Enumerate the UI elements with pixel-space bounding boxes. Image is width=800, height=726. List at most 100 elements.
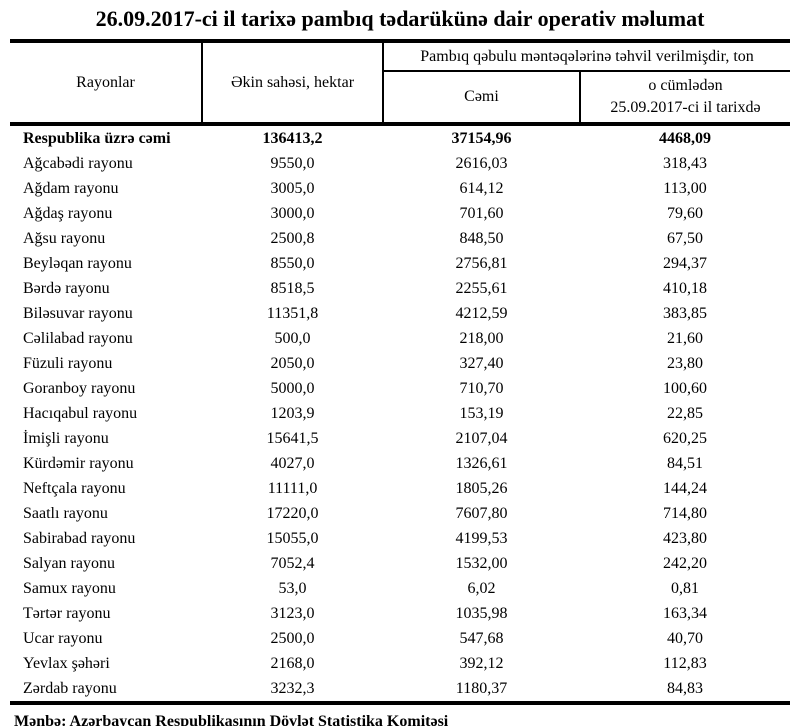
including-cell: 294,37 <box>663 254 707 272</box>
table-row: Ağdaş rayonu 3000,0 701,60 79,60 <box>10 201 790 226</box>
page-title: 26.09.2017-ci il tarixə pambıq tədarükün… <box>95 6 705 31</box>
area-cell: 9550,0 <box>270 154 315 172</box>
source-note: Mənbə: Azərbaycan Respublikasının Dövlət… <box>14 713 449 726</box>
table-row: Samux rayonu 53,0 6,02 0,81 <box>10 576 790 601</box>
area-cell: 7052,4 <box>270 554 315 572</box>
table-row: Tərtər rayonu 3123,0 1035,98 163,34 <box>10 601 790 626</box>
total-cell: 1035,98 <box>455 604 508 622</box>
region-cell: Respublika üzrə cəmi <box>23 129 171 147</box>
area-cell: 5000,0 <box>270 379 315 397</box>
total-cell: 710,70 <box>459 379 504 397</box>
column-header-including-line1: o cümlədən <box>648 77 723 94</box>
area-cell: 4027,0 <box>270 454 315 472</box>
total-cell: 1180,37 <box>455 679 508 697</box>
area-cell: 1203,9 <box>270 404 315 422</box>
including-cell: 242,20 <box>663 554 707 572</box>
total-cell: 2616,03 <box>455 154 508 172</box>
including-cell: 40,70 <box>667 629 703 647</box>
column-header-delivered-group: Pambıq qəbulu məntəqələrinə təhvil veril… <box>383 41 791 72</box>
table-row: Bərdə rayonu 8518,5 2255,61 410,18 <box>10 276 790 301</box>
including-cell: 112,83 <box>663 654 707 672</box>
region-cell: Bərdə rayonu <box>23 279 110 297</box>
total-cell: 4212,59 <box>455 304 508 322</box>
region-cell: Cəlilabad rayonu <box>23 329 133 347</box>
column-header-total: Cəmi <box>383 71 581 124</box>
table-row: Ağsu rayonu 2500,8 848,50 67,50 <box>10 226 790 251</box>
table-row: Neftçala rayonu 11111,0 1805,26 144,24 <box>10 476 790 501</box>
table-row: İmişli rayonu 15641,5 2107,04 620,25 <box>10 426 790 451</box>
area-cell: 11351,8 <box>266 304 319 322</box>
table-row: Goranboy rayonu 5000,0 710,70 100,60 <box>10 376 790 401</box>
total-cell: 7607,80 <box>455 504 508 522</box>
table-row: Saatlı rayonu 17220,0 7607,80 714,80 <box>10 501 790 526</box>
region-cell: Ağdaş rayonu <box>23 204 113 222</box>
table-header: Rayonlar Əkin sahəsi, hektar Pambıq qəbu… <box>10 41 791 124</box>
cotton-procurement-table: Rayonlar Əkin sahəsi, hektar Pambıq qəbu… <box>10 39 791 705</box>
region-cell: İmişli rayonu <box>23 429 109 447</box>
total-cell: 1532,00 <box>455 554 508 572</box>
including-cell: 22,85 <box>667 404 703 422</box>
table-row: Kürdəmir rayonu 4027,0 1326,61 84,51 <box>10 451 790 476</box>
table-row: Zərdab rayonu 3232,3 1180,37 84,83 <box>10 676 790 703</box>
region-cell: Ağsu rayonu <box>23 229 106 247</box>
total-cell: 218,00 <box>459 329 504 347</box>
including-cell: 714,80 <box>663 504 707 522</box>
table-row: Sabirabad rayonu 15055,0 4199,53 423,80 <box>10 526 790 551</box>
area-cell: 8518,5 <box>270 279 315 297</box>
total-cell: 6,02 <box>467 579 496 597</box>
including-cell: 100,60 <box>663 379 707 397</box>
including-cell: 144,24 <box>663 479 707 497</box>
area-cell: 2168,0 <box>270 654 315 672</box>
table-row: Biləsuvar rayonu 11351,8 4212,59 383,85 <box>10 301 790 326</box>
region-cell: Saatlı rayonu <box>23 504 108 522</box>
area-cell: 2500,0 <box>270 629 315 647</box>
total-cell: 327,40 <box>459 354 504 372</box>
region-cell: Goranboy rayonu <box>23 379 136 397</box>
total-cell: 2756,81 <box>455 254 508 272</box>
total-cell: 1805,26 <box>455 479 508 497</box>
table-body: Respublika üzrə cəmi 136413,2 37154,96 4… <box>10 124 791 703</box>
total-cell: 392,12 <box>459 654 504 672</box>
region-cell: Salyan rayonu <box>23 554 115 572</box>
table-row: Ağcabədi rayonu 9550,0 2616,03 318,43 <box>10 151 790 176</box>
area-cell: 3123,0 <box>270 604 315 622</box>
area-cell: 8550,0 <box>270 254 315 272</box>
including-cell: 67,50 <box>667 229 703 247</box>
region-cell: Sabirabad rayonu <box>23 529 136 547</box>
area-cell: 15055,0 <box>266 529 319 547</box>
region-cell: Samux rayonu <box>23 579 116 597</box>
region-cell: Beyləqan rayonu <box>23 254 132 272</box>
area-cell: 15641,5 <box>266 429 319 447</box>
column-header-area: Əkin sahəsi, hektar <box>202 41 384 124</box>
including-cell: 423,80 <box>663 529 707 547</box>
including-cell: 113,00 <box>663 179 707 197</box>
table-row-total: Respublika üzrə cəmi 136413,2 37154,96 4… <box>10 124 790 151</box>
area-cell: 136413,2 <box>262 129 323 147</box>
table-row: Cəlilabad rayonu 500,0 218,00 21,60 <box>10 326 790 351</box>
total-cell: 153,19 <box>459 404 504 422</box>
total-cell: 1326,61 <box>455 454 508 472</box>
region-cell: Zərdab rayonu <box>23 679 117 697</box>
including-cell: 23,80 <box>667 354 703 372</box>
total-cell: 2255,61 <box>455 279 508 297</box>
region-cell: Hacıqabul rayonu <box>23 404 138 422</box>
table-row: Beyləqan rayonu 8550,0 2756,81 294,37 <box>10 251 790 276</box>
area-cell: 17220,0 <box>266 504 319 522</box>
including-cell: 79,60 <box>667 204 703 222</box>
including-cell: 84,51 <box>667 454 703 472</box>
total-cell: 614,12 <box>459 179 504 197</box>
including-cell: 620,25 <box>663 429 707 447</box>
table-row: Hacıqabul rayonu 1203,9 153,19 22,85 <box>10 401 790 426</box>
column-header-including-line2: 25.09.2017-ci il tarixdə <box>610 99 761 116</box>
table-row: Ucar rayonu 2500,0 547,68 40,70 <box>10 626 790 651</box>
region-cell: Ağcabədi rayonu <box>23 154 133 172</box>
including-cell: 383,85 <box>663 304 707 322</box>
total-cell: 848,50 <box>459 229 504 247</box>
column-header-region: Rayonlar <box>10 41 203 124</box>
including-cell: 318,43 <box>663 154 707 172</box>
including-cell: 410,18 <box>663 279 707 297</box>
including-cell: 0,81 <box>671 579 699 597</box>
area-cell: 3005,0 <box>270 179 315 197</box>
region-cell: Ağdam rayonu <box>23 179 119 197</box>
